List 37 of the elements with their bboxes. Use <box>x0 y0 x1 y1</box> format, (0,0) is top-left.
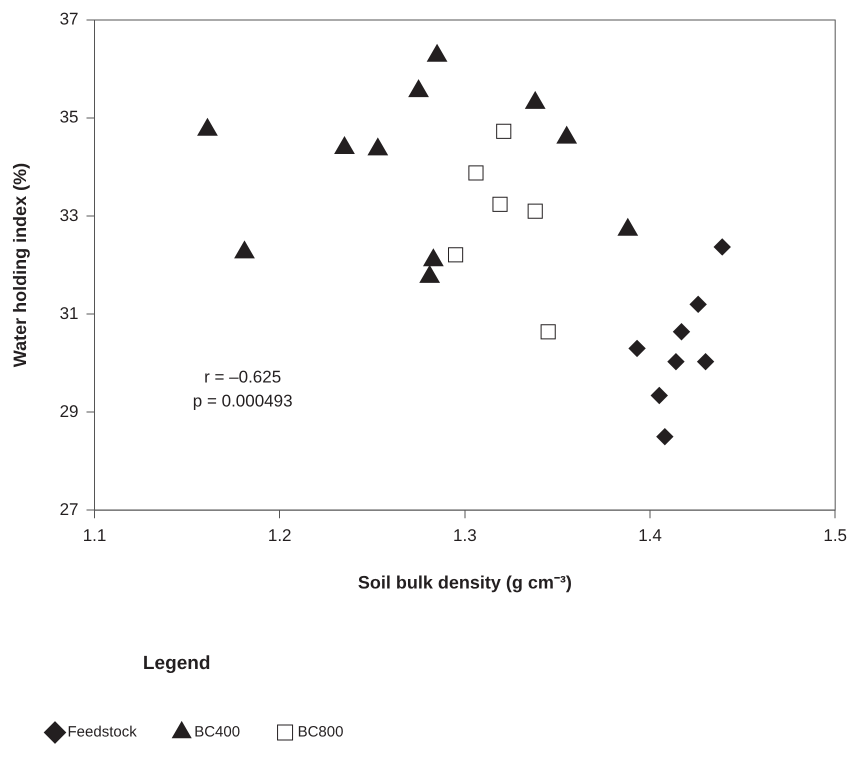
y-tick-label: 29 <box>60 402 79 421</box>
point <box>628 340 646 357</box>
point <box>714 238 731 256</box>
x-tick-label: 1.1 <box>82 526 106 546</box>
y-axis-title: Water holding index (%) <box>10 162 30 368</box>
legend-label: BC400 <box>194 724 240 741</box>
point <box>697 353 714 370</box>
legend-title: Legend <box>142 652 210 674</box>
point <box>525 91 546 109</box>
point <box>334 136 355 154</box>
x-tick-label: 1.3 <box>453 526 477 546</box>
point <box>197 118 218 136</box>
x-tick-label: 1.4 <box>638 526 662 546</box>
y-tick-label: 27 <box>60 500 79 519</box>
annotation: r = –0.625 <box>204 368 282 387</box>
point <box>408 80 429 98</box>
y-tick-label: 31 <box>60 304 79 323</box>
point <box>556 126 577 144</box>
y-tick-label: 33 <box>60 206 79 225</box>
x-tick-label: 1.5 <box>823 526 848 546</box>
y-tick-label: 35 <box>60 108 79 127</box>
point <box>672 323 690 340</box>
point <box>667 353 684 370</box>
point <box>368 138 388 156</box>
point <box>540 324 556 340</box>
y-tick-label: 37 <box>60 10 79 29</box>
point <box>656 428 674 446</box>
x-tick-label: 1.2 <box>268 526 292 546</box>
point <box>650 386 668 404</box>
annotation: p = 0.000493 <box>192 392 293 411</box>
x-axis-title: Soil bulk density (g cm⁻³) <box>358 572 572 592</box>
point <box>492 196 508 212</box>
point <box>690 296 707 313</box>
point <box>448 247 464 262</box>
legend-label: BC800 <box>298 724 344 741</box>
legend-label: Feedstock <box>68 724 138 741</box>
point <box>427 44 448 62</box>
